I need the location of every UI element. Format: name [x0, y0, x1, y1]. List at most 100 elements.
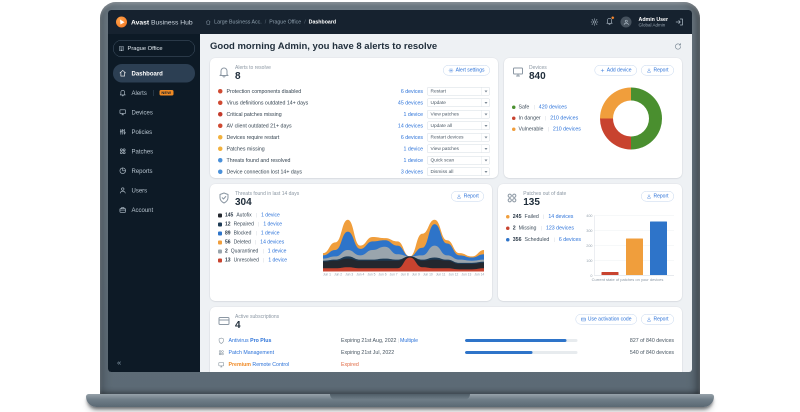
legend-label: Failed — [524, 213, 539, 220]
home-icon — [206, 19, 212, 25]
gear-icon[interactable] — [590, 18, 599, 26]
sidebar-item-alerts[interactable]: Alerts NEW — [113, 84, 195, 103]
sidebar-item-label: Policies — [131, 128, 153, 136]
breadcrumb-item[interactable]: Prague Office — [269, 19, 302, 25]
alert-severity-icon — [218, 146, 223, 151]
subscription-name-link[interactable]: Antivirus Pro Plus — [229, 338, 342, 344]
dropdown-value: View patches — [430, 111, 459, 118]
sidebar-item-label: Dashboard — [131, 69, 163, 77]
bar-failed — [625, 238, 643, 275]
sidebar-collapse-button[interactable]: « — [117, 358, 122, 368]
breadcrumb-item[interactable]: Large Business Acc. — [214, 19, 262, 25]
sidebar-item-reports[interactable]: Reports — [113, 162, 195, 181]
name-segment: Pro Plus — [250, 337, 272, 344]
x-axis-label: Jun 9 — [411, 273, 420, 277]
alert-devices-link[interactable]: 1 device — [403, 145, 423, 152]
alert-action-dropdown[interactable]: Quick scan — [427, 156, 490, 165]
alert-devices-link[interactable]: 45 devices — [397, 99, 423, 106]
alert-action-dropdown[interactable]: View patches — [427, 144, 490, 153]
alert-action-dropdown[interactable]: Update all — [427, 121, 490, 130]
divider — [543, 214, 544, 219]
credit-card-icon — [218, 315, 230, 327]
bar-missing — [601, 272, 619, 275]
legend-devices-link[interactable]: 14 devices — [260, 239, 285, 246]
alert-row: Virus definitions outdated 14+ days 45 de… — [218, 97, 490, 109]
multiple-link[interactable]: Multiple — [399, 337, 419, 344]
alert-devices-link[interactable]: 6 devices — [400, 134, 423, 141]
add-device-button[interactable]: Add device — [594, 65, 637, 76]
alert-label: Patches missing — [226, 145, 265, 152]
org-selector[interactable]: Prague Office — [113, 40, 195, 57]
legend-devices-link[interactable]: 6 devices — [558, 236, 581, 243]
laptop-screen-frame: Avast Business Hub Large Business Acc. / P… — [100, 2, 700, 394]
divider — [540, 225, 542, 231]
alert-action-dropdown[interactable]: Dismiss all — [427, 167, 490, 176]
plus-icon — [600, 68, 605, 73]
breadcrumb-separator: / — [264, 19, 267, 25]
subscription-name-link[interactable]: Patch Management — [229, 350, 342, 356]
chevron-down-icon — [481, 122, 490, 130]
alert-devices-link[interactable]: 14 devices — [397, 122, 423, 129]
refresh-icon[interactable] — [674, 43, 682, 51]
threats-report-button[interactable]: Report — [451, 191, 485, 202]
divider — [397, 338, 399, 343]
logout-icon[interactable] — [675, 18, 684, 27]
sidebar-item-policies[interactable]: Policies — [113, 123, 195, 142]
alert-action-dropdown[interactable]: Update — [427, 98, 490, 107]
dropdown-value: Dismiss all — [430, 169, 454, 175]
patches-report-button[interactable]: Report — [640, 191, 674, 202]
legend-devices-link[interactable]: 210 devices — [552, 126, 581, 132]
legend-devices-link[interactable]: 14 devices — [548, 213, 574, 220]
progress-fill — [465, 351, 533, 354]
subscription-name-link[interactable]: Premium Remote Control — [229, 362, 342, 368]
sidebar-item-account[interactable]: Account — [113, 201, 195, 220]
subscription-row: Patch Management Expiring 21st Jul, 2022 5… — [218, 347, 674, 359]
sidebar-item-users[interactable]: Users — [113, 181, 195, 200]
alert-action-dropdown[interactable]: View patches — [427, 110, 490, 119]
alert-action-dropdown[interactable]: Restart devices — [427, 133, 490, 142]
alert-devices-link[interactable]: 6 devices — [400, 88, 423, 95]
legend-devices-link[interactable]: 123 devices — [545, 225, 574, 231]
legend-label: Missing — [518, 225, 537, 231]
subscriptions-report-button[interactable]: Report — [640, 314, 674, 325]
notifications-button[interactable] — [606, 15, 615, 28]
legend-dot — [218, 231, 222, 236]
x-axis-label: Jun 7 — [389, 273, 398, 277]
sidebar-item-label: Devices — [131, 108, 153, 116]
divider — [255, 231, 257, 236]
alert-devices-link[interactable]: 1 device — [403, 157, 423, 164]
sidebar-item-dashboard[interactable]: Dashboard — [113, 64, 195, 83]
alert-devices-link[interactable]: 1 device — [403, 111, 423, 118]
legend-devices-link[interactable]: 210 devices — [550, 115, 579, 121]
activation-code-button[interactable]: Use activation code — [575, 314, 637, 325]
sidebar-item-patches[interactable]: Patches — [113, 142, 195, 161]
legend-devices-link[interactable]: 1 device — [260, 230, 280, 237]
legend-devices-link[interactable]: 1 device — [261, 212, 280, 219]
alert-label: Critical patches missing — [226, 111, 282, 118]
subscription-row: Premium Remote Control Expired — [218, 359, 674, 371]
legend-devices-link[interactable]: 1 device — [268, 257, 287, 264]
dropdown-value: Quick scan — [430, 157, 455, 164]
alert-settings-button[interactable]: Alert settings — [443, 65, 490, 76]
legend-item: Safe 420 devices — [512, 104, 581, 110]
alert-label: Protection components disabled — [226, 88, 302, 95]
legend-devices-link[interactable]: 420 devices — [538, 104, 567, 110]
brand-title: Avast Business Hub — [131, 18, 193, 26]
alert-devices-link[interactable]: 3 devices — [400, 168, 423, 175]
legend-item: Vulnerable 210 devices — [512, 126, 581, 132]
progress-fill — [465, 339, 567, 342]
x-axis-label: Jun 4 — [356, 273, 365, 277]
legend-dot — [506, 226, 510, 230]
user-menu[interactable]: Admin User Global Admin — [639, 16, 668, 27]
alert-action-dropdown[interactable]: Restart — [427, 87, 490, 96]
user-icon — [623, 19, 630, 26]
avatar[interactable] — [620, 16, 632, 28]
legend-devices-link[interactable]: 1 device — [267, 248, 287, 255]
x-axis-label: Jun 1 — [323, 273, 331, 277]
gridline — [594, 230, 674, 231]
sidebar-item-devices[interactable]: Devices — [113, 103, 195, 122]
button-label: Add device — [606, 67, 632, 74]
devices-report-button[interactable]: Report — [640, 65, 674, 76]
dropdown-value: Restart — [430, 88, 446, 95]
legend-devices-link[interactable]: 1 device — [263, 221, 282, 228]
